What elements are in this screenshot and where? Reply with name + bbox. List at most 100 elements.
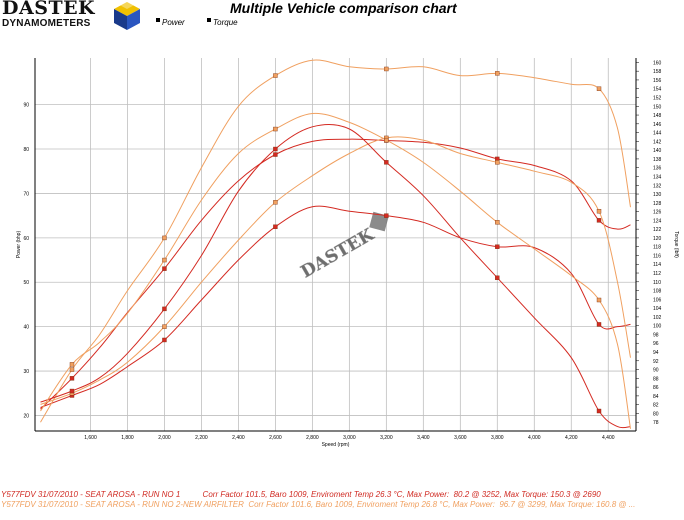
brand-logo-bottom: DYNAMOMETERS [2, 18, 91, 29]
x-axis-title: Speed (rpm) [322, 442, 350, 448]
y2-tick-label: 116 [653, 253, 661, 259]
series-5-point [273, 146, 278, 152]
series-5-point [384, 160, 389, 165]
y-tick-label: 20 [23, 413, 29, 419]
series-2-point [69, 376, 75, 381]
y2-tick-label: 138 [653, 157, 662, 163]
watermark-text: DASTEK [298, 224, 379, 282]
x-tick-label: 4,400 [602, 435, 615, 441]
y2-tick-label: 144 [653, 131, 662, 137]
y2-tick-label: 104 [653, 306, 662, 312]
y2-tick-label: 146 [653, 122, 662, 128]
legend-power: Power [156, 18, 185, 27]
y2-tick-label: 110 [653, 280, 661, 286]
y2-tick-label: 84 [653, 394, 659, 400]
y2-tick-label: 158 [653, 69, 662, 75]
series-2-point [273, 152, 278, 157]
series-5-point [162, 306, 167, 312]
legend-torque-label: Torque [213, 18, 238, 27]
series-line-3 [40, 136, 631, 405]
y2-tick-label: 142 [653, 139, 662, 145]
series-4-point [69, 367, 75, 372]
series-6-point [596, 297, 602, 303]
series-line-1 [40, 205, 631, 408]
dastek-watermark: DASTEK [297, 211, 389, 283]
y-tick-label: 30 [23, 369, 29, 375]
y2-tick-label: 132 [653, 183, 662, 189]
x-tick-label: 3,000 [343, 435, 356, 441]
series-layer [40, 59, 631, 429]
y2-tick-label: 124 [653, 218, 662, 224]
y2-tick-label: 94 [653, 350, 659, 356]
x-tick-label: 3,600 [454, 435, 467, 441]
series-6-point [162, 257, 167, 263]
series-4-point [596, 86, 602, 91]
legend-torque: Torque [207, 18, 238, 27]
series-4-point [273, 73, 278, 78]
y2-tick-label: 82 [653, 403, 659, 409]
series-6-point [69, 362, 75, 367]
y2-tick-label: 90 [653, 368, 659, 374]
series-line-4 [40, 59, 631, 423]
legend-power-marker [156, 18, 160, 22]
y-tick-label: 90 [23, 103, 29, 109]
brand-logo: DASTEK DYNAMOMETERS [0, 0, 160, 34]
series-6-point [384, 137, 389, 143]
y2-tick-label: 140 [653, 148, 662, 154]
y-tick-label: 60 [23, 236, 29, 242]
series-1-point [273, 224, 278, 229]
run-2-summary: Y577FDV 31/07/2010 - SEAT AROSA - RUN NO… [1, 500, 636, 509]
series-3-point [273, 200, 278, 205]
x-tick-label: 3,800 [491, 435, 504, 441]
y2-tick-label: 86 [653, 385, 659, 391]
legend-torque-marker [207, 18, 211, 22]
x-tick-label: 2,600 [269, 435, 282, 441]
y2-tick-label: 96 [653, 341, 659, 347]
y2-tick-label: 102 [653, 315, 662, 321]
y2-tick-label: 152 [653, 95, 662, 101]
x-tick-label: 2,000 [158, 435, 171, 441]
y2-tick-label: 92 [653, 359, 659, 365]
brand-logo-top: DASTEK [2, 0, 96, 19]
series-line-2 [40, 138, 631, 410]
y-tick-label: 80 [23, 147, 29, 153]
watermark-cube-icon [369, 211, 389, 232]
series-6-point [273, 126, 278, 132]
y2-tick-label: 100 [653, 324, 662, 330]
series-4-point [162, 235, 167, 241]
series-1-point [384, 213, 389, 218]
y2-tick-label: 98 [653, 332, 659, 338]
y2-tick-label: 128 [653, 201, 662, 207]
series-1-point [495, 244, 500, 249]
x-tick-label: 2,800 [306, 435, 319, 441]
y2-axis-title: Torque (lbft) [673, 231, 679, 258]
y2-tick-label: 114 [653, 262, 661, 268]
y2-tick-label: 120 [653, 236, 662, 242]
y2-tick-label: 88 [653, 376, 659, 382]
series-5-point [596, 408, 602, 414]
watermark-group: DASTEK [297, 211, 389, 283]
y2-tick-label: 150 [653, 104, 662, 110]
y2-tick-label: 160 [653, 60, 662, 66]
series-1-point [162, 337, 167, 343]
grid [35, 58, 636, 431]
series-3-point [162, 324, 167, 329]
y2-tick-label: 154 [653, 87, 662, 93]
series-1-point [596, 322, 602, 327]
series-3-point [596, 208, 602, 214]
y2-tick-label: 80 [653, 411, 659, 417]
y2-tick-label: 130 [653, 192, 662, 198]
x-tick-label: 1,600 [84, 435, 97, 441]
chart-title: Multiple Vehicle comparison chart [230, 0, 457, 16]
series-4-point [384, 66, 389, 72]
y2-tick-label: 108 [653, 289, 662, 295]
series-5-point [69, 388, 75, 394]
series-line-5 [40, 123, 631, 429]
series-4-point [495, 71, 500, 76]
y2-tick-label: 106 [653, 297, 662, 303]
y2-tick-label: 112 [653, 271, 661, 277]
brand-cube-icon [114, 2, 140, 30]
run-1-summary: Y577FDV 31/07/2010 - SEAT AROSA - RUN NO… [1, 490, 601, 499]
x-tick-label: 1,800 [121, 435, 134, 441]
x-tick-label: 3,400 [417, 435, 430, 441]
